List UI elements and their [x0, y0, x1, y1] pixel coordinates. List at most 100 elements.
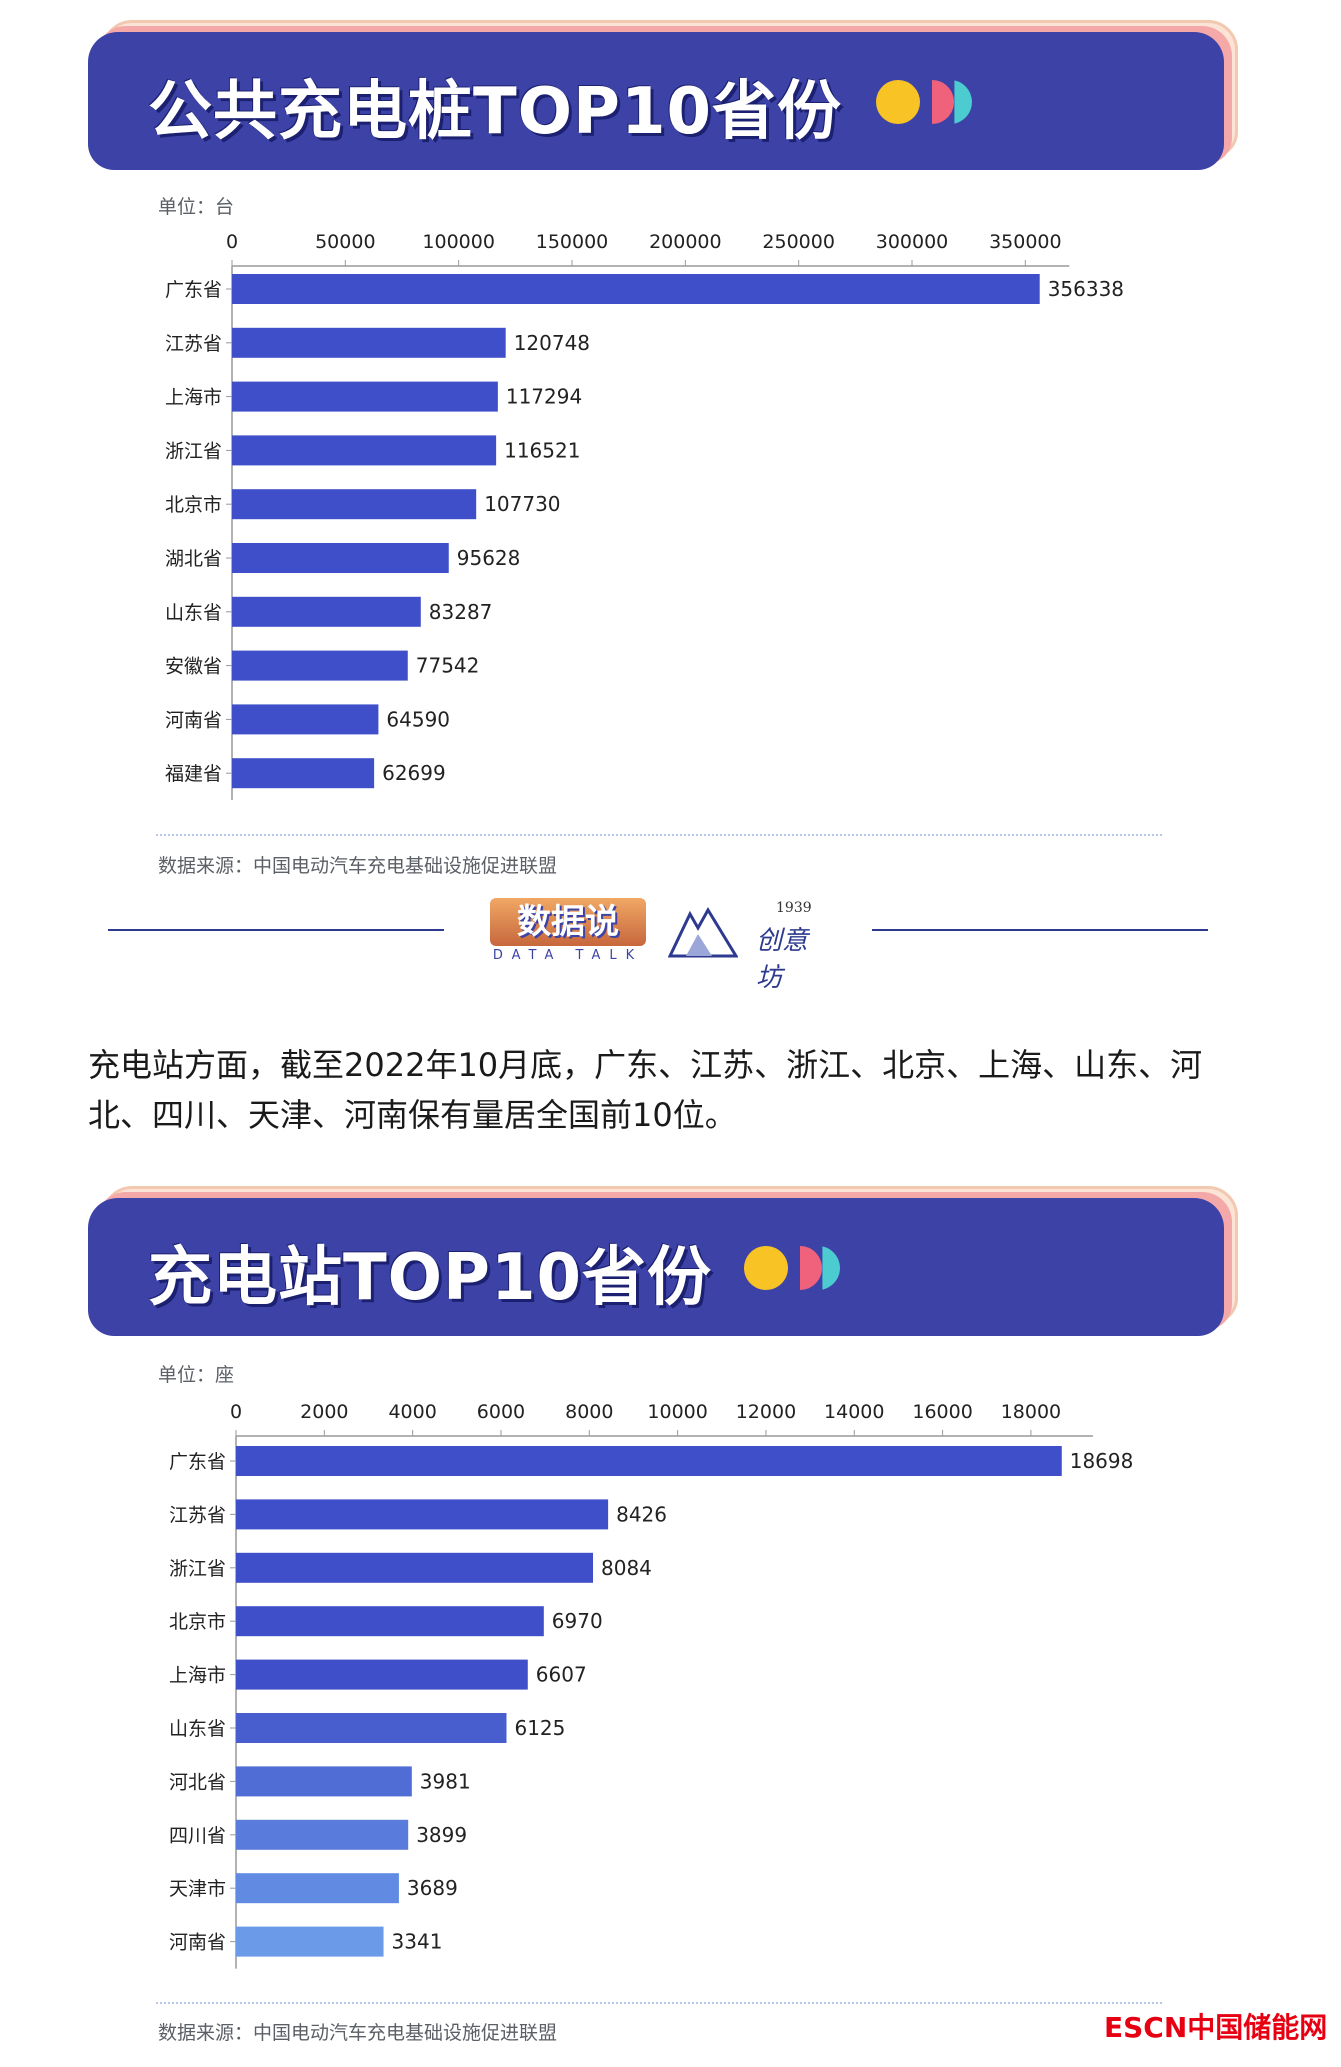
banner-layer-front	[88, 1198, 1224, 1336]
data-talk-logo: 数据说 DATA TALK	[490, 898, 646, 963]
data-label: 8084	[601, 1556, 652, 1580]
chart1-unit-label: 单位：台	[158, 196, 235, 218]
x-tick-label: 16000	[912, 1401, 972, 1423]
category-label: 湖北省	[165, 548, 222, 570]
data-label: 8426	[616, 1502, 667, 1526]
data-label: 3689	[407, 1876, 458, 1900]
category-label: 浙江省	[169, 1558, 226, 1580]
x-tick-label: 50000	[315, 231, 375, 253]
cyan-dot-icon	[954, 80, 972, 124]
category-label: 北京市	[165, 494, 222, 516]
mountain-icon	[668, 907, 738, 958]
bar	[236, 1499, 609, 1530]
x-tick-label: 250000	[762, 231, 835, 253]
bar	[236, 1446, 1062, 1476]
chart2-title: 充电站TOP10省份	[148, 1241, 713, 1315]
x-tick-label: 300000	[876, 231, 949, 253]
data-label: 6607	[536, 1663, 587, 1687]
data-label: 6125	[514, 1716, 565, 1740]
data-talk-logo-subtext: DATA TALK	[492, 948, 644, 963]
x-tick-label: 10000	[647, 1401, 707, 1423]
pink-dot-icon	[932, 80, 954, 124]
category-label: 江苏省	[169, 1504, 226, 1526]
x-tick-label: 350000	[989, 231, 1062, 253]
x-tick-label: 150000	[536, 231, 609, 253]
x-tick-label: 2000	[300, 1401, 348, 1423]
yellow-dot-icon	[876, 80, 920, 124]
x-tick-label: 18000	[1001, 1401, 1061, 1423]
escn-watermark: ESCN中国储能网	[1104, 2011, 1328, 2044]
chart1-divider-dotted	[156, 834, 1162, 836]
data-label: 3341	[392, 1930, 443, 1954]
data-label: 3981	[420, 1769, 471, 1793]
x-tick-label: 8000	[565, 1401, 613, 1423]
category-label: 河南省	[169, 1932, 226, 1954]
bar	[232, 327, 506, 358]
x-tick-label: 200000	[649, 231, 722, 253]
category-label: 福建省	[165, 763, 222, 785]
bar	[236, 1766, 412, 1797]
category-label: 山东省	[169, 1718, 226, 1740]
chart1-title: 公共充电桩TOP10省份	[148, 75, 843, 149]
data-label: 117294	[506, 385, 582, 409]
category-label: 浙江省	[165, 440, 222, 462]
studio-logo: 1939 创意坊	[668, 896, 828, 993]
bar	[236, 1659, 528, 1690]
data-talk-logo-text: 数据说	[490, 898, 646, 946]
category-label: 江苏省	[165, 333, 222, 355]
data-label: 120748	[514, 331, 590, 355]
pink-dot-icon	[800, 1246, 822, 1290]
category-label: 四川省	[169, 1825, 226, 1847]
x-tick-label: 12000	[736, 1401, 796, 1423]
category-label: 山东省	[165, 602, 222, 624]
chart2-plot: 0 2000 4000 6000 8000 10000 12000 14000 16000 180…	[169, 1401, 1134, 1969]
body-paragraph: 充电站方面，截至2022年10月底，广东、江苏、浙江、北京、上海、山东、河北、四…	[88, 1046, 1203, 1134]
left-divider-line	[108, 929, 444, 931]
data-label: 356338	[1048, 277, 1124, 301]
bar	[232, 489, 477, 520]
chart2-divider-dotted	[156, 2002, 1162, 2004]
chart1-plot: 0 50000 100000 150000 200000 250000 300000 3500…	[165, 231, 1124, 800]
cyan-dot-icon	[822, 1246, 840, 1290]
bar	[232, 704, 379, 735]
category-label: 广东省	[169, 1451, 226, 1473]
data-label: 62699	[382, 761, 446, 785]
bar	[232, 543, 449, 573]
bar	[232, 758, 375, 789]
chart1-banner: 公共充电桩TOP10省份	[88, 20, 1238, 170]
bar	[236, 1873, 399, 1904]
chart2-source: 数据来源：中国电动汽车充电基础设施促进联盟	[158, 2022, 558, 2044]
data-label: 18698	[1070, 1449, 1134, 1473]
chart2-unit-label: 单位：座	[158, 1364, 235, 1386]
category-label: 上海市	[165, 387, 222, 409]
studio-year: 1939	[776, 900, 812, 916]
data-label: 64590	[386, 707, 450, 731]
data-label: 95628	[457, 546, 521, 570]
category-label: 河北省	[169, 1771, 226, 1793]
bar	[236, 1819, 409, 1850]
bar	[236, 1926, 384, 1957]
x-tick-label: 4000	[388, 1401, 436, 1423]
chart1-source: 数据来源：中国电动汽车充电基础设施促进联盟	[158, 855, 558, 877]
x-tick-label: 0	[226, 231, 238, 253]
x-tick-label: 6000	[477, 1401, 525, 1423]
data-label: 3899	[416, 1823, 467, 1847]
category-label: 广东省	[165, 279, 222, 301]
category-label: 河南省	[165, 709, 222, 731]
data-label: 107730	[484, 492, 560, 516]
x-tick-label: 0	[230, 1401, 242, 1423]
chart2-banner: 充电站TOP10省份	[88, 1186, 1238, 1336]
data-label: 116521	[504, 438, 580, 462]
bar	[236, 1606, 544, 1637]
data-label: 77542	[416, 654, 480, 678]
bar	[232, 274, 1040, 304]
bar	[232, 650, 408, 681]
category-label: 上海市	[169, 1665, 226, 1687]
x-tick-label: 100000	[422, 231, 495, 253]
data-label: 83287	[429, 600, 493, 624]
yellow-dot-icon	[744, 1246, 788, 1290]
bar	[232, 381, 498, 412]
bar	[236, 1713, 507, 1743]
bar	[236, 1552, 594, 1583]
bar	[232, 596, 421, 627]
